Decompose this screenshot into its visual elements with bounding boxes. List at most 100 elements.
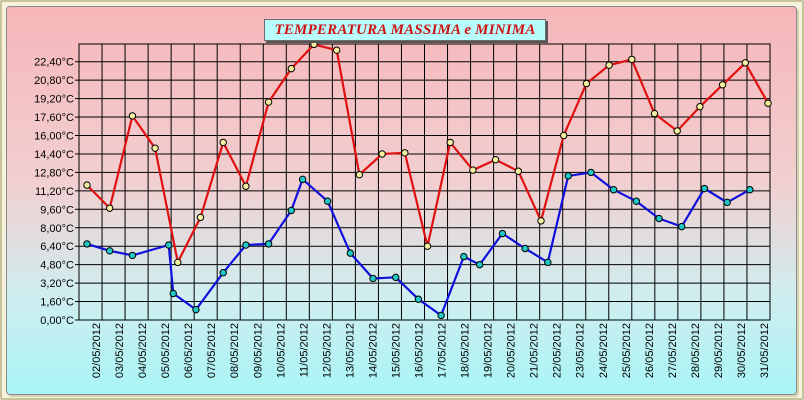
- series-1-point: [605, 61, 613, 69]
- x-tick-label: 15/05/2012: [390, 323, 402, 378]
- series-2-point: [106, 247, 114, 255]
- y-tick-label: 14,40°C: [34, 149, 74, 161]
- y-tick-label: 9,60°C: [40, 204, 74, 216]
- series-line-1: [86, 43, 769, 264]
- x-tick-label: 10/05/2012: [275, 323, 287, 378]
- series-1-point: [333, 46, 341, 54]
- series-1-point: [401, 149, 409, 157]
- series-1-point: [106, 204, 114, 212]
- y-tick-label: 16,00°C: [34, 131, 74, 143]
- series-1-point: [242, 182, 250, 190]
- series-1-point: [310, 40, 318, 49]
- y-tick-label: 11,20°C: [35, 186, 74, 198]
- y-tick-label: 17,60°C: [34, 112, 74, 124]
- x-tick-label: 04/05/2012: [137, 323, 149, 378]
- x-tick-label: 27/05/2012: [667, 323, 679, 378]
- series-1-point: [378, 150, 386, 158]
- x-tick-label: 21/05/2012: [529, 323, 541, 378]
- series-2-point: [498, 229, 507, 238]
- x-tick-label: 28/05/2012: [690, 323, 702, 378]
- x-tick-label: 31/05/2012: [759, 323, 771, 378]
- x-tick-label: 19/05/2012: [483, 323, 495, 378]
- series-2-point: [587, 168, 595, 177]
- series-2-point: [128, 251, 137, 260]
- series-2-point: [632, 197, 641, 205]
- grid: [78, 43, 771, 321]
- series-2-point: [700, 184, 709, 193]
- x-tick-label: 29/05/2012: [713, 323, 725, 378]
- series-1-point: [423, 242, 432, 250]
- series-1-point: [469, 166, 477, 174]
- series-2-point: [609, 185, 618, 194]
- x-tick-label: 17/05/2012: [437, 323, 449, 378]
- x-tick-label: 03/05/2012: [114, 323, 126, 378]
- series-2-point: [392, 273, 400, 282]
- series-1-point: [537, 217, 545, 225]
- series-1-point: [628, 55, 636, 64]
- series-1-point: [151, 144, 159, 152]
- series-2-point: [369, 274, 377, 283]
- x-tick-label: 13/05/2012: [344, 323, 356, 378]
- chart-title-box: TEMPERATURA MASSIMA e MINIMA: [264, 19, 546, 41]
- y-tick-label: 0,00°C: [40, 315, 74, 327]
- series-1-point: [741, 59, 749, 67]
- x-tick-label: 18/05/2012: [460, 323, 472, 378]
- y-tick-label: 6,40°C: [40, 241, 74, 253]
- series-1-point: [174, 258, 182, 267]
- series-1-point: [446, 138, 454, 147]
- series-1-point: [560, 131, 568, 140]
- series-1-point: [650, 109, 659, 118]
- y-tick-label: 19,20°C: [34, 94, 74, 106]
- x-tick-label: 06/05/2012: [183, 323, 195, 378]
- y-tick-label: 1,60°C: [40, 297, 74, 309]
- series-2-point: [723, 198, 731, 207]
- series-2-point: [655, 214, 663, 223]
- series-2-point: [414, 295, 423, 303]
- series-2-point: [746, 185, 754, 194]
- y-tick-label: 8,00°C: [40, 223, 74, 235]
- series-1-point: [673, 127, 681, 135]
- series-2-point: [242, 241, 250, 249]
- x-tick-label: 24/05/2012: [598, 323, 610, 378]
- series-2-point: [544, 258, 552, 267]
- series-2-point: [521, 244, 529, 253]
- series-2-point: [323, 197, 332, 205]
- series-1-point: [83, 181, 91, 189]
- series-2-point: [460, 252, 468, 261]
- x-tick-label: 05/05/2012: [160, 323, 172, 378]
- series: [83, 40, 772, 320]
- series-1-point: [696, 102, 704, 111]
- x-tick-label: 30/05/2012: [736, 323, 748, 378]
- series-2-point: [264, 240, 273, 248]
- series-2-point: [219, 269, 227, 277]
- x-tick-label: 08/05/2012: [229, 323, 241, 378]
- series-2-point: [83, 240, 91, 248]
- x-axis-ticks: 02/05/2012 03/05/2012 04/05/2012 05/05/2012…: [91, 323, 771, 378]
- series-2-point: [165, 241, 173, 249]
- series-1-point: [764, 99, 772, 107]
- series-2-point: [346, 249, 355, 257]
- x-tick-label: 12/05/2012: [321, 323, 333, 378]
- y-tick-label: 3,20°C: [40, 278, 74, 290]
- series-1-point: [355, 171, 364, 179]
- x-tick-label: 02/05/2012: [91, 323, 103, 378]
- series-1-point: [128, 112, 137, 120]
- series-2-point: [476, 260, 484, 269]
- x-tick-label: 23/05/2012: [575, 323, 587, 378]
- x-tick-label: 14/05/2012: [367, 323, 379, 378]
- series-2-point: [678, 222, 686, 231]
- series-1-point: [196, 213, 205, 222]
- series-2-point: [437, 311, 445, 320]
- series-1-point: [491, 156, 500, 164]
- x-tick-label: 16/05/2012: [414, 323, 426, 378]
- y-axis-ticks: 0,00°C 1,60°C 3,20°C 4,80°C 6,40°C 8,00°C 9,60…: [34, 57, 79, 327]
- x-tick-label: 09/05/2012: [252, 323, 264, 378]
- series-2-point: [564, 172, 572, 180]
- series-1-point: [219, 138, 227, 147]
- x-tick-label: 22/05/2012: [552, 323, 564, 378]
- series-2-point: [192, 305, 200, 314]
- y-tick-label: 4,80°C: [40, 260, 74, 272]
- chart-title: TEMPERATURA MASSIMA e MINIMA: [274, 22, 536, 38]
